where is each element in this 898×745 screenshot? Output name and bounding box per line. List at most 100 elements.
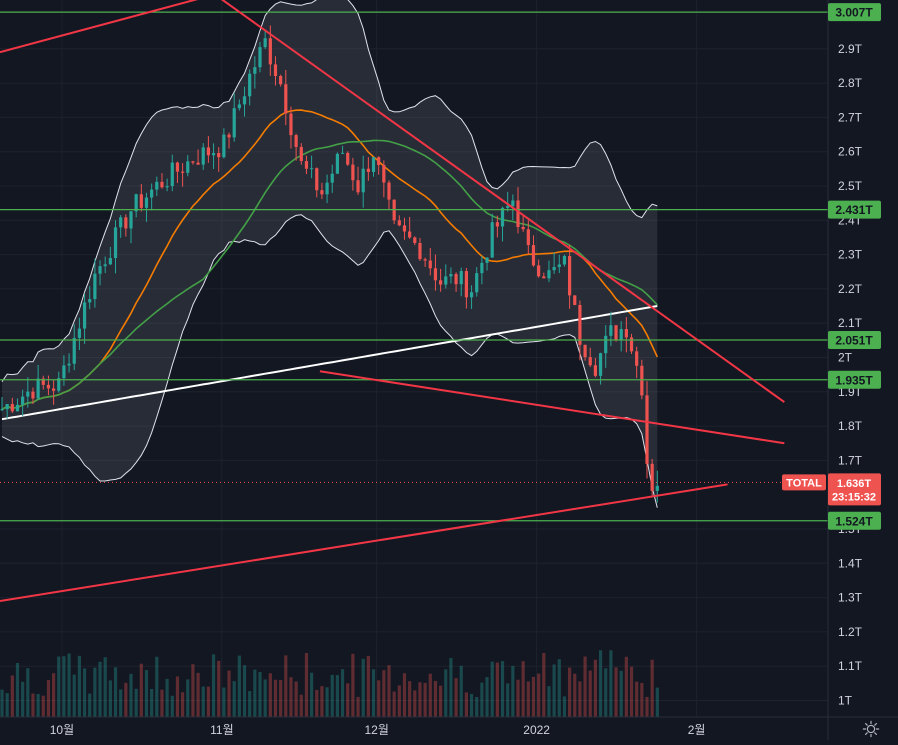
x-tick-label: 12월 xyxy=(364,723,388,737)
candle-body xyxy=(150,189,154,198)
candle-body xyxy=(263,38,267,48)
y-tick-label: 2.9T xyxy=(838,42,863,56)
volume-bar xyxy=(170,695,174,717)
candle-body xyxy=(57,378,61,391)
candle-body xyxy=(160,181,164,188)
y-tick-label: 2.8T xyxy=(838,76,863,90)
candle-body xyxy=(464,271,468,298)
trend-lines[interactable] xyxy=(0,0,785,603)
volume-bar xyxy=(444,669,448,717)
candle-body xyxy=(21,396,25,405)
price-tags: 3.007T 2.431T 2.051T 1.935T 1.524T TOTAL 1.636… xyxy=(782,3,881,530)
volume-bar xyxy=(464,692,468,717)
volume-bar xyxy=(583,656,587,717)
y-tick-label: 2T xyxy=(838,350,853,364)
candle-body xyxy=(413,237,417,243)
level-tag xyxy=(828,3,881,22)
volume-bar xyxy=(645,696,649,717)
volume-bar xyxy=(237,655,241,717)
horizontal-levels[interactable] xyxy=(0,11,828,522)
candle-body xyxy=(583,344,587,358)
candle-body xyxy=(377,157,381,166)
volume-bar xyxy=(77,655,81,717)
trend-line xyxy=(0,0,199,54)
candle-body xyxy=(227,134,231,138)
candle-body xyxy=(77,328,81,338)
volume-bar xyxy=(289,677,293,717)
y-tick-label: 1.8T xyxy=(838,419,863,433)
bollinger-fill xyxy=(2,0,658,508)
volume-bar xyxy=(346,683,350,717)
candle-body xyxy=(325,182,329,195)
volume-bar xyxy=(52,673,56,717)
candle-body xyxy=(67,363,71,366)
moving-averages xyxy=(1,109,659,421)
settings-gear-icon[interactable] xyxy=(862,720,880,738)
y-tick-label: 1T xyxy=(838,693,853,707)
volume-bar xyxy=(15,662,20,717)
candle-body xyxy=(593,365,597,376)
candle-body xyxy=(165,186,169,188)
candle-body xyxy=(82,302,87,329)
volume-bar xyxy=(604,668,608,717)
candle-body xyxy=(304,161,309,169)
volume-bar xyxy=(624,656,628,717)
volume-bar xyxy=(144,670,149,717)
volume-bar xyxy=(103,657,107,717)
volume-bar xyxy=(655,687,659,717)
x-tick-label: 2022 xyxy=(523,723,550,737)
volume-bar xyxy=(268,673,272,717)
volume-bar xyxy=(263,679,267,717)
level-tag xyxy=(828,511,881,530)
level-tag-label: 3.007T xyxy=(835,6,873,20)
volume-bar xyxy=(588,670,592,717)
level-tag-label: 2.051T xyxy=(835,333,873,347)
volume-bar xyxy=(46,680,51,717)
candle-body xyxy=(356,180,360,193)
volume-bar xyxy=(454,678,458,717)
volume-bar xyxy=(242,665,247,717)
volume-bar xyxy=(609,650,613,717)
candle-body xyxy=(72,337,76,364)
candle-body xyxy=(211,153,216,156)
candle-body xyxy=(604,335,608,354)
bollinger-upper xyxy=(1,0,658,382)
x-tick-label: 10월 xyxy=(50,723,74,737)
volume-bar xyxy=(113,667,118,717)
volume-bar xyxy=(232,681,236,717)
candle-body xyxy=(175,162,180,172)
volume-bar xyxy=(335,675,339,717)
volume-bar xyxy=(640,682,644,717)
volume-bar xyxy=(531,676,536,717)
volume-bar xyxy=(371,669,376,717)
candle-body xyxy=(217,153,221,158)
volume-bar xyxy=(175,676,180,717)
candle-body xyxy=(531,245,536,266)
candle-body xyxy=(103,264,107,267)
candle-body xyxy=(428,260,432,269)
candle-body xyxy=(119,217,123,228)
volume-bar xyxy=(304,653,309,717)
candle-body xyxy=(387,182,391,200)
volume-bar xyxy=(320,686,324,717)
candle-body xyxy=(547,270,551,279)
ma-orange xyxy=(1,109,659,410)
volume-bar xyxy=(57,656,61,717)
candle-body xyxy=(248,73,252,97)
trend-line xyxy=(319,370,785,445)
candle-body xyxy=(490,222,494,258)
volume-bar xyxy=(227,670,231,717)
volume-bar xyxy=(31,693,35,717)
volume-bar xyxy=(635,681,639,717)
candle-body xyxy=(449,274,453,277)
candle-body xyxy=(557,264,561,267)
y-tick-label: 1.3T xyxy=(838,591,863,605)
candle-body xyxy=(31,391,35,399)
candle-body xyxy=(397,220,401,226)
time-axis[interactable]: 10월 11월 12월 2022 2월 xyxy=(0,716,898,737)
volume-bar xyxy=(650,659,654,717)
candle-body xyxy=(459,271,463,285)
price-axis[interactable]: 2.9T2.8T2.7T2.6T2.5T2.4T2.3T2.2T2.1T2T1.… xyxy=(827,0,863,740)
